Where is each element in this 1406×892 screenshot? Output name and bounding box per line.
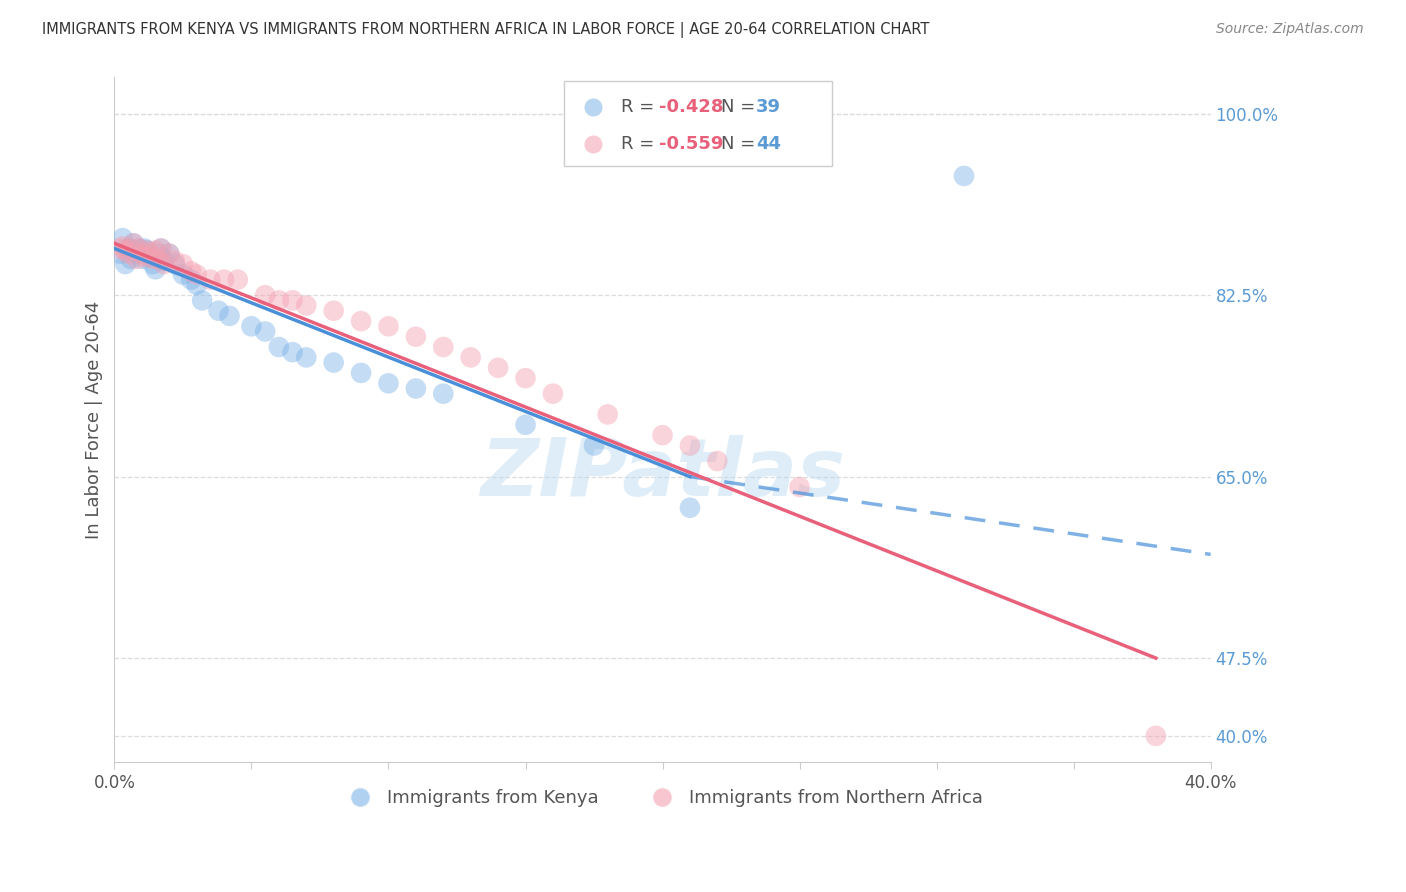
Text: Source: ZipAtlas.com: Source: ZipAtlas.com: [1216, 22, 1364, 37]
Point: [120, 252, 142, 266]
Point: [131, 246, 153, 260]
Text: -0.559: -0.559: [659, 135, 724, 153]
Point: [377, 319, 399, 334]
Legend: Immigrants from Kenya, Immigrants from Northern Africa: Immigrants from Kenya, Immigrants from N…: [335, 782, 990, 814]
Point: [150, 242, 173, 256]
Point: [152, 257, 174, 271]
Point: [122, 236, 145, 251]
Point: [596, 408, 619, 422]
Y-axis label: In Labor Force | Age 20-64: In Labor Force | Age 20-64: [86, 301, 103, 539]
Point: [405, 382, 427, 396]
Point: [117, 242, 139, 256]
Point: [172, 257, 194, 271]
Text: N =: N =: [721, 98, 761, 116]
Point: [128, 242, 150, 256]
Point: [322, 303, 344, 318]
Point: [267, 293, 290, 308]
Point: [163, 257, 186, 271]
Point: [281, 293, 304, 308]
Point: [136, 244, 159, 258]
Point: [114, 257, 136, 271]
Text: ZIPatlas: ZIPatlas: [479, 435, 845, 514]
Point: [142, 257, 165, 271]
Point: [226, 272, 249, 286]
Point: [405, 329, 427, 343]
Text: N =: N =: [721, 135, 761, 153]
Point: [117, 246, 139, 260]
Point: [150, 242, 173, 256]
Point: [350, 314, 373, 328]
FancyBboxPatch shape: [564, 81, 832, 167]
Point: [157, 246, 180, 260]
Point: [122, 236, 145, 251]
Point: [240, 319, 263, 334]
Point: [207, 303, 229, 318]
Point: [267, 340, 290, 354]
Text: -0.428: -0.428: [659, 98, 724, 116]
Point: [134, 242, 156, 256]
Point: [148, 252, 170, 266]
Text: R =: R =: [621, 98, 659, 116]
Point: [172, 268, 194, 282]
Point: [679, 500, 702, 515]
Point: [212, 272, 235, 286]
Point: [152, 254, 174, 268]
Point: [218, 309, 240, 323]
Point: [145, 244, 167, 258]
Point: [515, 371, 537, 385]
Point: [142, 252, 165, 266]
Point: [125, 252, 148, 266]
Point: [377, 376, 399, 391]
Point: [111, 231, 134, 245]
Point: [139, 250, 162, 264]
Point: [128, 242, 150, 256]
Point: [114, 244, 136, 258]
Point: [148, 246, 170, 260]
Point: [432, 386, 454, 401]
Point: [432, 340, 454, 354]
Point: [139, 246, 162, 260]
Point: [108, 246, 131, 260]
Point: [1144, 729, 1167, 743]
Point: [131, 252, 153, 266]
Point: [186, 268, 208, 282]
Point: [157, 246, 180, 260]
Point: [200, 272, 222, 286]
Point: [350, 366, 373, 380]
Point: [486, 360, 509, 375]
Point: [460, 351, 482, 365]
Point: [679, 438, 702, 452]
Text: R =: R =: [621, 135, 659, 153]
Point: [295, 299, 318, 313]
Text: 44: 44: [755, 135, 780, 153]
Point: [651, 428, 673, 442]
Point: [322, 355, 344, 369]
Point: [281, 345, 304, 359]
Point: [145, 262, 167, 277]
Point: [111, 239, 134, 253]
Point: [254, 325, 277, 339]
Text: IMMIGRANTS FROM KENYA VS IMMIGRANTS FROM NORTHERN AFRICA IN LABOR FORCE | AGE 20: IMMIGRANTS FROM KENYA VS IMMIGRANTS FROM…: [42, 22, 929, 38]
Point: [125, 246, 148, 260]
Text: 39: 39: [755, 98, 780, 116]
Point: [163, 254, 186, 268]
Point: [789, 480, 811, 494]
Point: [541, 386, 564, 401]
Point: [254, 288, 277, 302]
Point: [134, 250, 156, 264]
Point: [186, 277, 208, 292]
Point: [180, 264, 202, 278]
Point: [515, 417, 537, 432]
Point: [191, 293, 214, 308]
Point: [180, 272, 202, 286]
Point: [706, 454, 728, 468]
Point: [295, 351, 318, 365]
Point: [953, 169, 976, 183]
Point: [136, 244, 159, 258]
Point: [120, 242, 142, 256]
Point: [582, 438, 605, 452]
Point: [108, 242, 131, 256]
